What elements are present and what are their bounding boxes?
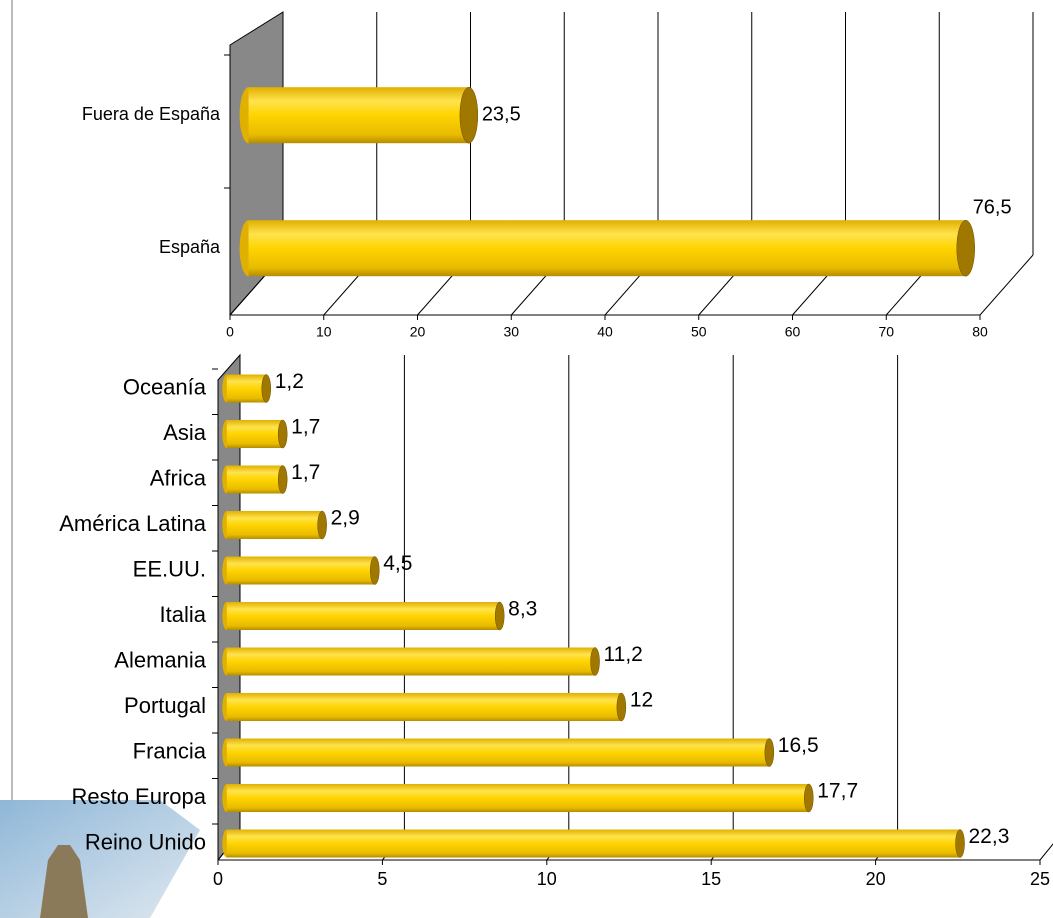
bar — [239, 86, 479, 144]
x-tick-label: 10 — [316, 324, 332, 340]
value-label: 16,5 — [778, 734, 819, 757]
value-label: 1,7 — [291, 461, 320, 484]
value-label: 2,9 — [331, 507, 360, 530]
value-label: 11,2 — [604, 643, 643, 666]
bar — [222, 419, 288, 449]
bar-body — [226, 374, 267, 403]
bar-body — [226, 420, 283, 449]
bar-cap — [955, 829, 965, 858]
bar — [222, 829, 965, 858]
floor-line — [979, 254, 1034, 316]
bar — [222, 692, 627, 722]
bar-cap — [261, 374, 271, 403]
corner-tower — [40, 845, 88, 918]
category-label: Resto Europa — [71, 784, 206, 809]
bar-body — [226, 511, 323, 540]
bar-cap — [494, 601, 505, 631]
category-label: España — [159, 237, 221, 257]
corner-photo — [0, 800, 200, 918]
bar — [222, 556, 380, 585]
bar-cap — [616, 692, 627, 722]
bar-body — [226, 556, 375, 585]
bar-body — [226, 647, 596, 676]
bar — [222, 465, 288, 494]
category-label: Portugal — [124, 693, 206, 718]
category-label: Fuera de España — [82, 104, 221, 124]
x-tick-label: 25 — [1030, 869, 1050, 889]
floor-line — [1039, 843, 1053, 861]
category-label: Asia — [163, 420, 207, 445]
bar-body — [226, 829, 961, 858]
x-tick-label: 20 — [866, 869, 886, 889]
value-label: 23,5 — [482, 103, 521, 125]
category-label: Francia — [133, 738, 207, 763]
bar-cap — [804, 783, 814, 813]
bar-cap — [459, 86, 479, 144]
bar-cap — [764, 738, 775, 767]
category-label: Alemania — [114, 647, 206, 672]
x-tick-label: 40 — [597, 324, 613, 340]
category-label: Italia — [160, 602, 207, 627]
x-tick-label: 60 — [785, 324, 801, 340]
bar — [222, 601, 505, 631]
category-label: América Latina — [59, 511, 207, 536]
x-tick-label: 0 — [226, 324, 234, 340]
value-label: 17,7 — [817, 780, 858, 803]
bar-cap — [277, 419, 288, 449]
x-tick-label: 10 — [537, 869, 557, 889]
x-tick-label: 30 — [503, 324, 519, 340]
x-tick-label: 20 — [410, 324, 426, 340]
bar-body — [248, 220, 966, 277]
category-label: EE.UU. — [133, 556, 206, 581]
category-label: Oceanía — [123, 374, 207, 399]
value-label: 12 — [630, 689, 653, 712]
x-tick-label: 70 — [878, 324, 894, 340]
category-label: Africa — [150, 465, 207, 490]
bar — [239, 219, 975, 277]
x-tick-label: 15 — [701, 869, 721, 889]
bar — [222, 374, 271, 403]
category-label: Reino Unido — [85, 829, 206, 854]
x-tick-label: 50 — [691, 324, 707, 340]
value-label: 1,7 — [291, 416, 320, 439]
bar-body — [248, 87, 469, 144]
x-tick-label: 5 — [377, 869, 387, 889]
bar-body — [226, 693, 622, 722]
bar — [222, 738, 775, 767]
bar-cap — [956, 219, 975, 277]
value-label: 4,5 — [383, 552, 412, 575]
bar — [222, 647, 600, 676]
bar-body — [226, 602, 500, 631]
value-label: 1,2 — [275, 370, 304, 393]
value-label: 22,3 — [969, 825, 1010, 848]
bar-cap — [590, 647, 600, 676]
bar-cap — [277, 465, 288, 494]
bar-body — [226, 738, 770, 767]
x-tick-label: 80 — [972, 324, 988, 340]
bar — [222, 783, 814, 813]
value-label: 8,3 — [508, 598, 537, 621]
bar-cap — [370, 556, 380, 585]
x-tick-label: 0 — [213, 869, 223, 889]
value-label: 76,5 — [973, 196, 1012, 218]
bar-body — [226, 784, 809, 813]
bar — [222, 510, 327, 540]
bar-cap — [317, 510, 327, 540]
bar-body — [226, 465, 283, 494]
